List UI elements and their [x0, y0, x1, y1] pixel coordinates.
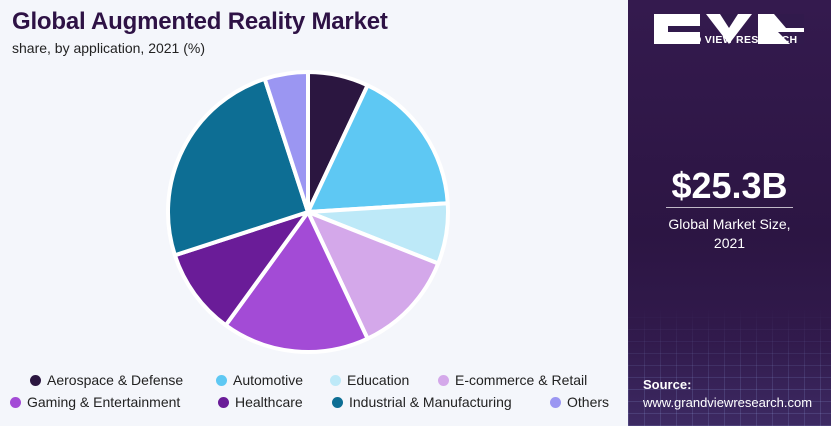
- legend-item-automotive: Automotive: [216, 372, 303, 388]
- legend-label: Industrial & Manufacturing: [349, 394, 512, 410]
- legend-swatch: [332, 396, 343, 408]
- legend-swatch: [438, 374, 449, 386]
- market-size-label-line1: Global Market Size,: [668, 216, 791, 232]
- legend-swatch: [216, 374, 227, 386]
- decorative-grid: [628, 306, 831, 426]
- legend-label: E-commerce & Retail: [455, 372, 588, 388]
- slice-gaming: [223, 210, 370, 354]
- legend-swatch: [218, 396, 229, 408]
- legend-label: Healthcare: [235, 394, 303, 410]
- chart-legend: Aerospace & Defense Automotive Education…: [0, 370, 628, 420]
- source-title: Source:: [643, 377, 692, 392]
- legend-item-aerospace: Aerospace & Defense: [30, 372, 183, 388]
- source-link[interactable]: www.grandviewresearch.com: [643, 395, 813, 410]
- legend-swatch: [10, 396, 21, 408]
- legend-label: Others: [567, 394, 610, 410]
- legend-label: Aerospace & Defense: [47, 372, 184, 388]
- market-size-label: Global Market Size, 2021: [628, 215, 831, 253]
- slice-industrial: [166, 76, 310, 258]
- legend-swatch: [30, 374, 41, 386]
- chart-subtitle: share, by application, 2021 (%): [12, 40, 205, 56]
- legend-swatch: [550, 396, 561, 408]
- brand-name: GRAND VIEW RESEARCH: [661, 34, 798, 46]
- legend-item-industrial: Industrial & Manufacturing: [332, 394, 512, 410]
- info-panel: GRAND VIEW RESEARCH $25.3B Global Market…: [628, 0, 831, 426]
- pie-chart: [166, 70, 450, 354]
- gvr-logo-icon: [654, 14, 804, 44]
- legend-label: Education: [347, 372, 410, 388]
- legend-swatch: [330, 374, 341, 386]
- market-size-label-line2: 2021: [713, 235, 746, 251]
- chart-area: Global Augmented Reality Market share, b…: [0, 8, 628, 420]
- legend-item-healthcare: Healthcare: [218, 394, 303, 410]
- legend-label: Gaming & Entertainment: [27, 394, 181, 410]
- divider: [666, 207, 793, 208]
- legend-item-gaming: Gaming & Entertainment: [10, 394, 180, 410]
- slice-automotive: [306, 83, 450, 214]
- legend-item-education: Education: [330, 372, 409, 388]
- legend-item-others: Others: [550, 394, 609, 410]
- chart-title: Global Augmented Reality Market: [12, 8, 388, 35]
- slice-others: [262, 70, 310, 214]
- legend-item-ecommerce: E-commerce & Retail: [438, 372, 587, 388]
- slice-ecommerce: [306, 210, 441, 341]
- legend-label: Automotive: [233, 372, 304, 388]
- market-size-value: $25.3B: [671, 165, 788, 206]
